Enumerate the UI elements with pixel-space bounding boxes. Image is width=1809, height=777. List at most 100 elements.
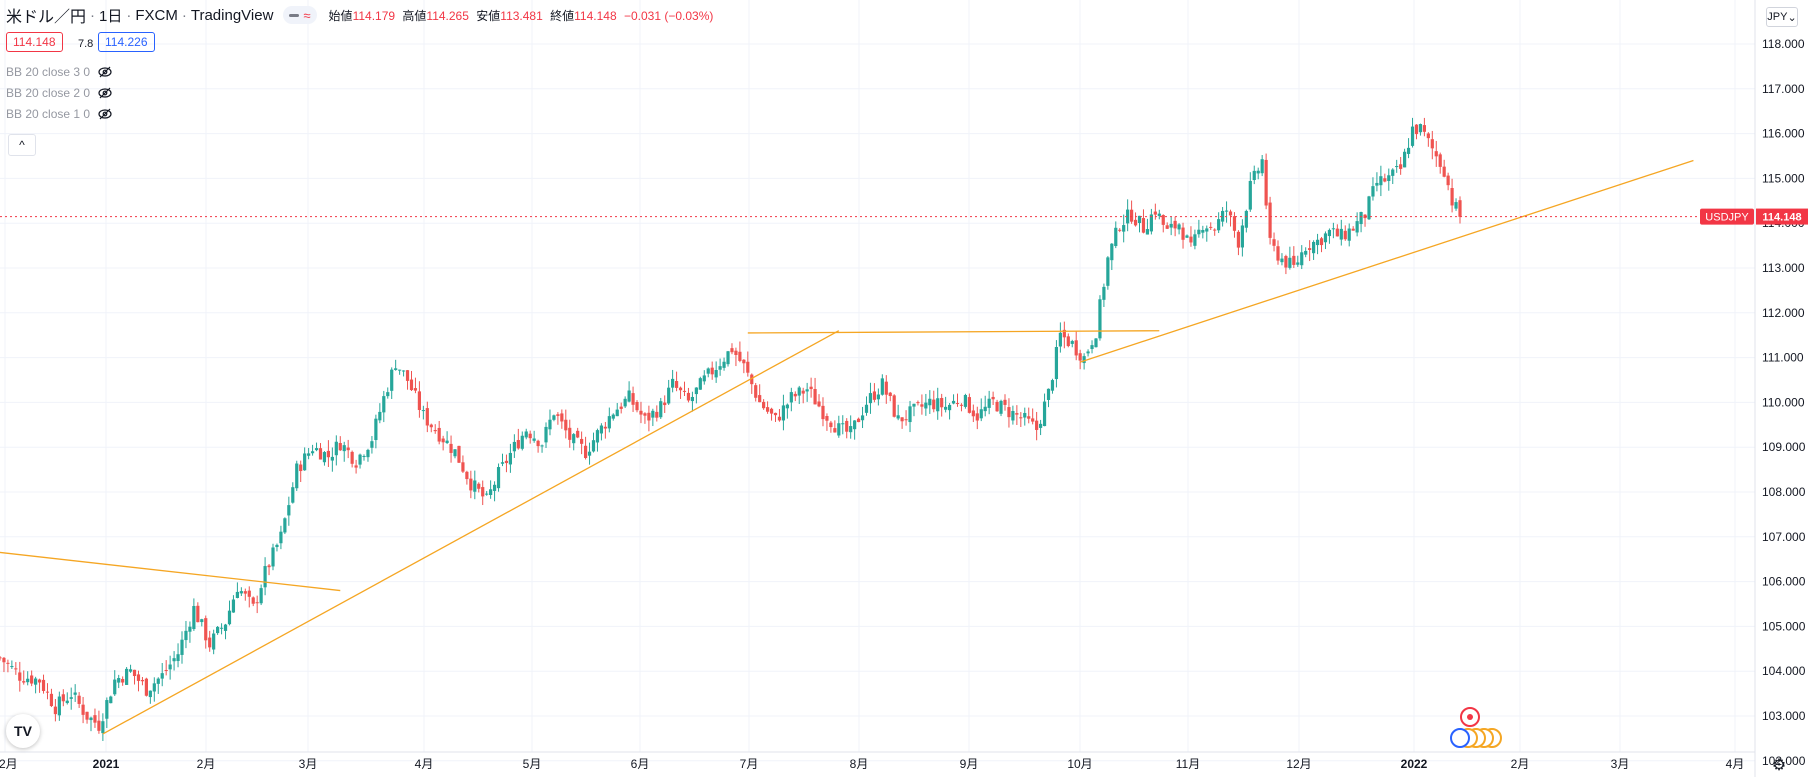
candle-body: [1011, 411, 1015, 421]
candle-body: [1015, 413, 1019, 415]
candle-body: [409, 379, 414, 391]
trendline[interactable]: [747, 330, 1160, 334]
interval-label[interactable]: 1日: [99, 7, 123, 25]
candle-body: [580, 438, 584, 444]
candle-body: [1153, 211, 1157, 215]
trendline[interactable]: [1079, 159, 1694, 363]
candle-body: [718, 366, 722, 370]
eye-off-icon[interactable]: [98, 107, 112, 121]
indicator-row[interactable]: BB 20 close 2 0: [6, 84, 112, 102]
candle-body: [738, 351, 742, 361]
x-tick-label: 6月: [631, 757, 650, 771]
candle-body: [1395, 166, 1399, 168]
candle-body: [801, 390, 805, 394]
ask-price-button[interactable]: 114.226: [98, 32, 155, 52]
candle-body: [49, 693, 54, 707]
candle-body: [1217, 219, 1221, 231]
candle-body: [971, 410, 975, 417]
candle-body: [548, 419, 552, 430]
tradingview-logo-icon[interactable]: TV: [6, 714, 40, 748]
open-value: 114.179: [352, 8, 396, 23]
indicator-label: BB 20 close 2 0: [6, 86, 91, 100]
candle-body: [1403, 151, 1407, 168]
candle-body: [1213, 229, 1217, 231]
candle-body: [872, 391, 877, 400]
candle-body: [1185, 235, 1189, 238]
trendline[interactable]: [0, 550, 341, 592]
market-status-badge[interactable]: ≈: [283, 6, 317, 24]
chart-legend: 米ドル／円 · 1日 · FXCM · TradingView ≈ 始値114.…: [6, 4, 717, 26]
y-tick-label: 102.000: [1762, 754, 1806, 768]
indicator-label: BB 20 close 1 0: [6, 107, 91, 121]
candle-body: [1007, 407, 1011, 418]
candle-body: [73, 692, 77, 695]
candle-body: [991, 396, 995, 400]
candle-body: [587, 451, 592, 456]
candle-body: [1446, 175, 1450, 186]
candle-body: [164, 670, 168, 672]
candle-body: [797, 387, 801, 396]
candle-body: [908, 406, 912, 423]
candle-body: [1173, 220, 1177, 229]
high-value: 114.265: [426, 8, 469, 23]
candle-body: [777, 416, 782, 421]
candle-body: [892, 395, 896, 417]
bid-price-button[interactable]: 114.148: [6, 32, 63, 52]
eye-off-icon[interactable]: [98, 86, 112, 100]
currency-select[interactable]: JPY ⌄: [1766, 7, 1798, 27]
candle-body: [825, 416, 829, 421]
trendline[interactable]: [102, 330, 840, 735]
candle-body: [556, 414, 560, 416]
x-tick-label: 5月: [523, 757, 542, 771]
candle-body: [1205, 228, 1209, 232]
candle-body: [1149, 214, 1153, 232]
candle-body: [884, 381, 888, 395]
candle-body: [235, 591, 239, 598]
candle-body: [1240, 225, 1244, 248]
candle-body: [944, 406, 948, 410]
candle-body: [1347, 228, 1351, 241]
candle-body: [1450, 188, 1454, 206]
candle-body: [1454, 202, 1458, 209]
candle-body: [176, 654, 180, 662]
indicator-row[interactable]: BB 20 close 3 0: [6, 63, 112, 81]
candle-body: [255, 602, 259, 604]
candle-body: [1066, 336, 1070, 347]
symbol-title[interactable]: 米ドル／円: [6, 9, 87, 26]
candle-body: [113, 679, 117, 695]
candle-body: [1046, 388, 1051, 400]
x-tick-label: 2022: [1401, 757, 1428, 771]
chevron-up-icon: ^: [19, 138, 25, 152]
candle-body: [231, 599, 236, 613]
candle-body: [334, 441, 338, 456]
candle-body: [742, 359, 746, 364]
candle-body: [449, 443, 453, 453]
candle-body: [128, 669, 133, 672]
candle-body: [477, 483, 481, 489]
candle-body: [117, 678, 121, 683]
candle-body: [920, 404, 924, 407]
event-flag-icon[interactable]: [1450, 728, 1470, 748]
candle-body: [1126, 209, 1130, 224]
eye-off-icon[interactable]: [98, 65, 112, 79]
indicator-row[interactable]: BB 20 close 1 0: [6, 105, 112, 123]
candle-body: [271, 547, 275, 567]
collapse-legend-button[interactable]: ^: [8, 134, 36, 156]
high-label: 高値: [402, 8, 427, 23]
candle-body: [583, 445, 588, 459]
candle-body: [291, 487, 295, 503]
candle-body: [540, 445, 544, 447]
candle-body: [69, 697, 73, 699]
candle-body: [1300, 252, 1304, 266]
open-label: 始値: [328, 8, 353, 23]
candle-body: [932, 399, 936, 410]
gear-icon[interactable]: ⚙: [1771, 757, 1787, 774]
candle-body: [1272, 239, 1276, 246]
candle-body: [1228, 211, 1233, 216]
candle-body: [730, 348, 734, 353]
candle-body: [1236, 231, 1241, 248]
candle-body: [967, 397, 971, 413]
candle-body: [425, 408, 429, 426]
